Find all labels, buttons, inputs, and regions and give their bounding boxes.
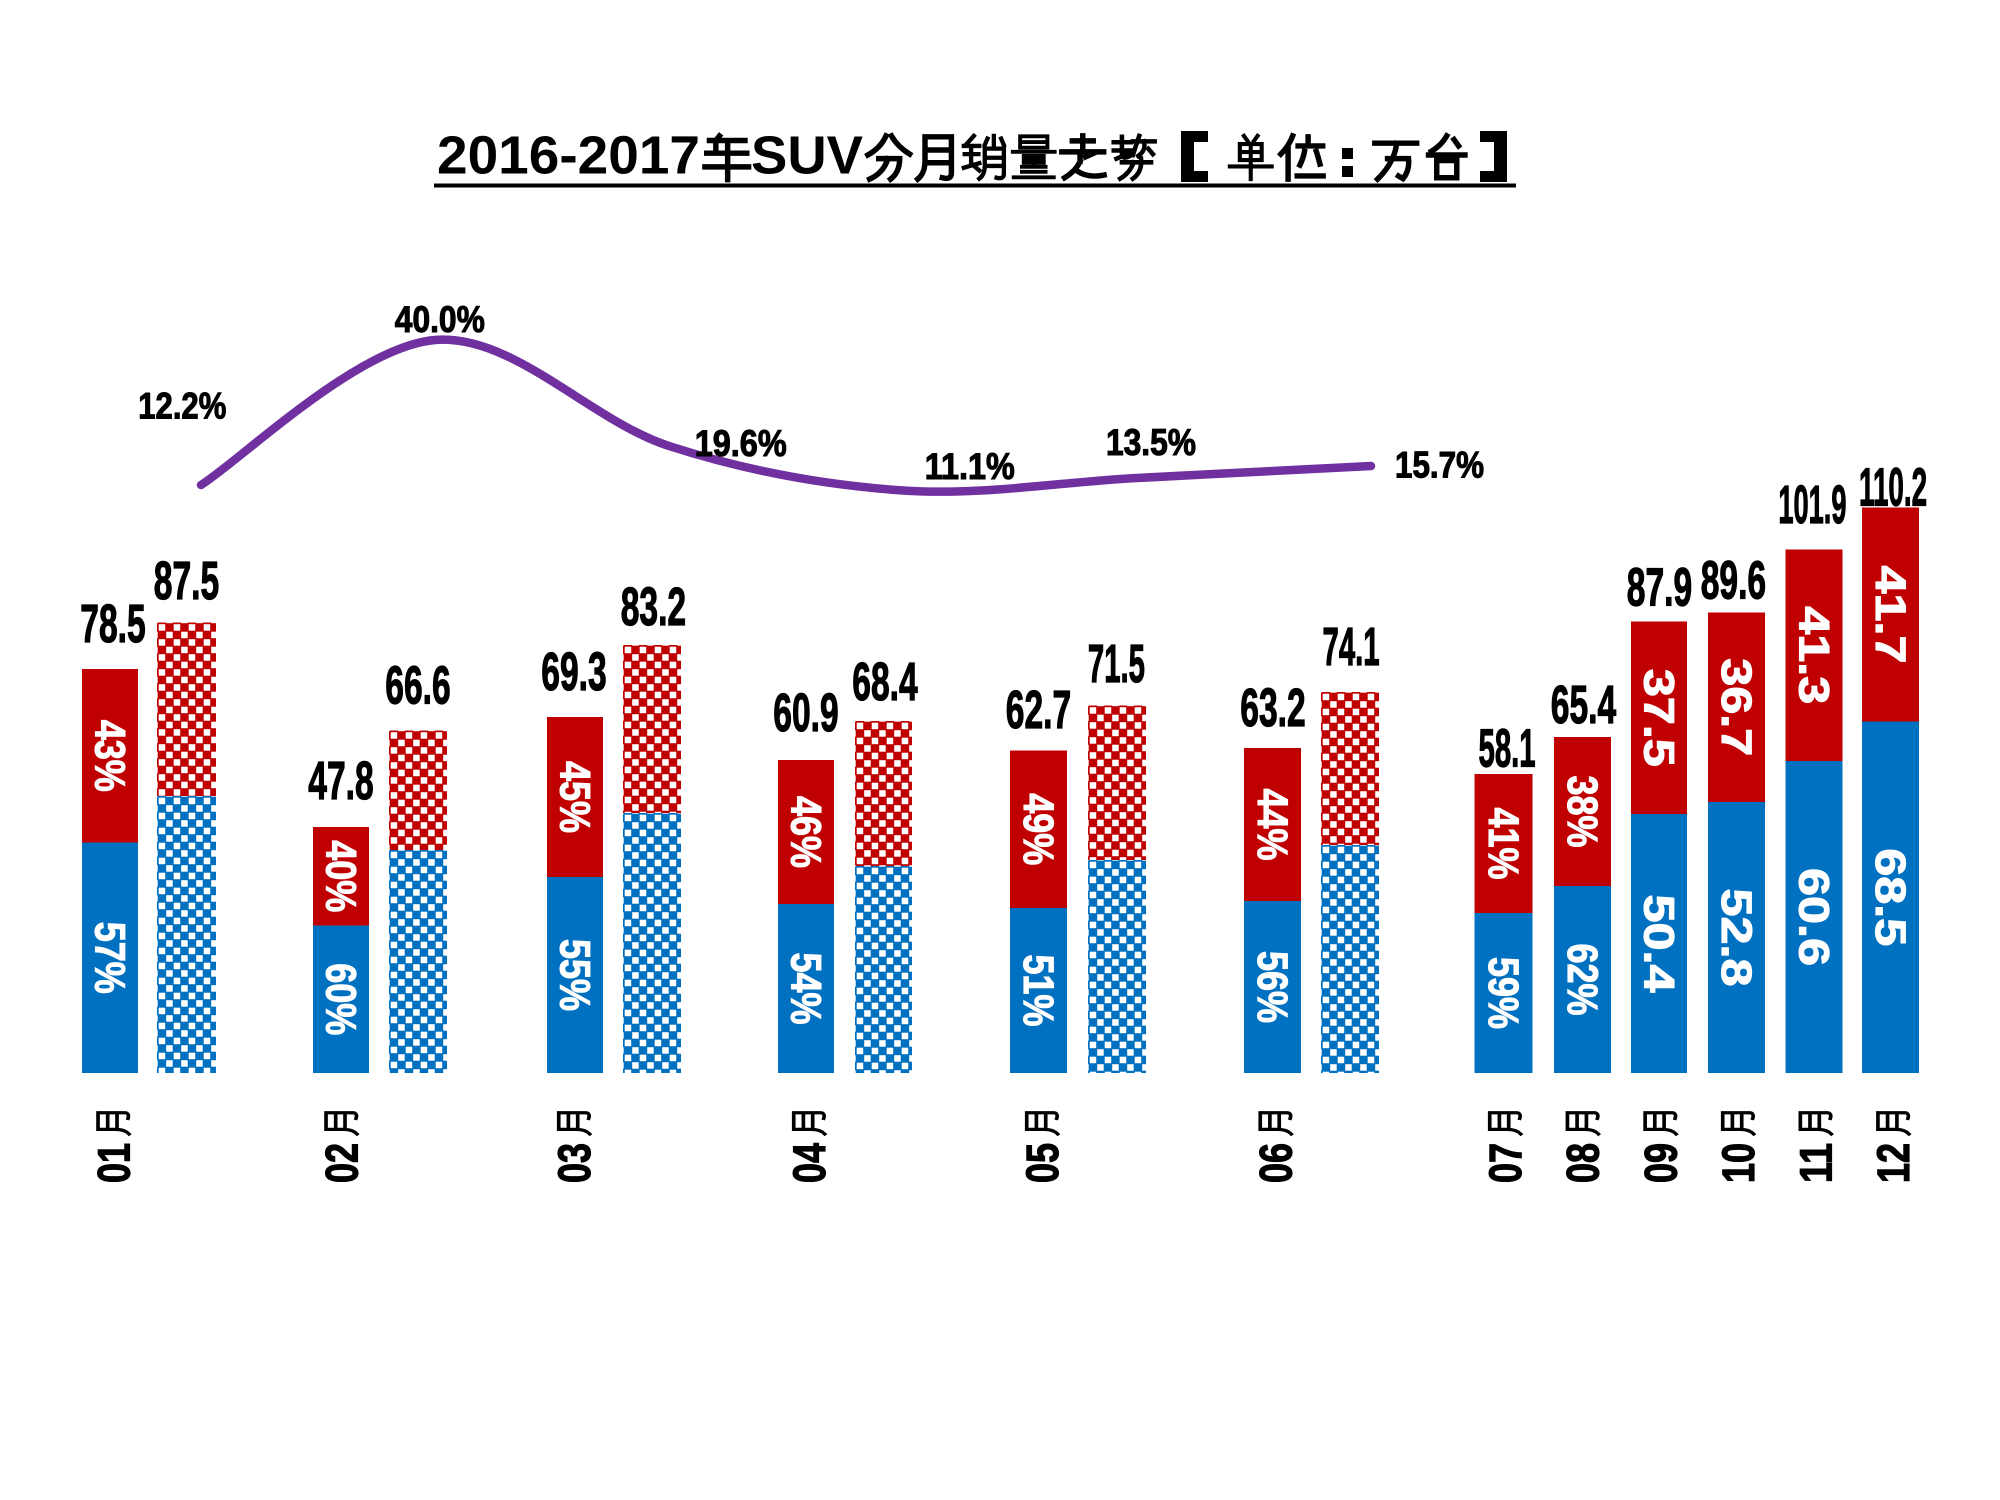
svg-text:51%: 51%	[1014, 955, 1062, 1027]
svg-text:03: 03	[549, 1143, 600, 1183]
svg-text:83.2: 83.2	[621, 578, 686, 637]
svg-text:40.0%: 40.0%	[395, 299, 485, 340]
svg-text:13.5%: 13.5%	[1106, 422, 1196, 463]
svg-text:41.3: 41.3	[1790, 606, 1838, 704]
svg-text:41.7: 41.7	[1866, 566, 1914, 664]
svg-text:06: 06	[1251, 1143, 1302, 1183]
svg-text:62%: 62%	[1558, 944, 1606, 1016]
svg-text:11.1%: 11.1%	[925, 446, 1015, 487]
svg-text:09: 09	[1635, 1143, 1686, 1183]
svg-text:74.1: 74.1	[1323, 618, 1380, 677]
svg-text:54%: 54%	[782, 953, 830, 1025]
svg-text:87.5: 87.5	[154, 552, 219, 611]
svg-text:71.5: 71.5	[1088, 635, 1145, 694]
svg-text:101.9: 101.9	[1778, 476, 1846, 535]
svg-text:55%: 55%	[551, 939, 599, 1011]
svg-text:62.7: 62.7	[1006, 681, 1071, 740]
svg-text:05: 05	[1017, 1143, 1068, 1183]
svg-text:07: 07	[1480, 1143, 1531, 1183]
svg-text:37.5: 37.5	[1635, 669, 1683, 767]
svg-text:110.2: 110.2	[1859, 459, 1927, 518]
svg-text:11: 11	[1791, 1143, 1842, 1183]
svg-text:36.7: 36.7	[1712, 658, 1760, 756]
svg-text:10: 10	[1713, 1143, 1764, 1183]
svg-text:66.6: 66.6	[385, 657, 450, 716]
svg-text:2016-2017: 2016-2017	[437, 127, 700, 186]
svg-text:38%: 38%	[1558, 776, 1606, 848]
svg-text:89.6: 89.6	[1701, 551, 1766, 610]
svg-text:40%: 40%	[317, 840, 365, 912]
svg-text:49%: 49%	[1014, 793, 1062, 865]
svg-text:69.3: 69.3	[541, 643, 606, 702]
svg-text:41%: 41%	[1479, 808, 1527, 880]
svg-text:63.2: 63.2	[1240, 679, 1305, 738]
svg-text:47.8: 47.8	[308, 752, 373, 811]
svg-text:19.6%: 19.6%	[695, 423, 787, 464]
svg-text:43%: 43%	[86, 720, 134, 792]
svg-text:12: 12	[1868, 1143, 1919, 1183]
svg-text:57%: 57%	[86, 922, 134, 994]
svg-text:56%: 56%	[1248, 951, 1296, 1023]
svg-text:60%: 60%	[317, 963, 365, 1035]
svg-text:59%: 59%	[1479, 957, 1527, 1029]
svg-text:02: 02	[316, 1143, 367, 1183]
svg-text:58.1: 58.1	[1479, 719, 1536, 778]
svg-text:52.8: 52.8	[1712, 889, 1760, 987]
svg-text:60.9: 60.9	[773, 684, 838, 743]
svg-text:04: 04	[784, 1143, 835, 1183]
svg-text:44%: 44%	[1248, 789, 1296, 861]
svg-text:87.9: 87.9	[1627, 559, 1692, 618]
svg-text:SUV: SUV	[751, 127, 863, 186]
svg-text:78.5: 78.5	[80, 595, 145, 654]
svg-text:01: 01	[88, 1143, 139, 1183]
svg-text:65.4: 65.4	[1551, 676, 1617, 735]
svg-text:46%: 46%	[782, 796, 830, 868]
svg-text:45%: 45%	[551, 761, 599, 833]
svg-text:60.6: 60.6	[1790, 868, 1838, 966]
svg-text:68.4: 68.4	[852, 653, 918, 712]
svg-text:68.5: 68.5	[1866, 848, 1914, 946]
svg-text:12.2%: 12.2%	[138, 386, 226, 427]
svg-text:08: 08	[1558, 1143, 1609, 1183]
svg-text:50.4: 50.4	[1635, 895, 1683, 993]
svg-text:15.7%: 15.7%	[1395, 445, 1484, 486]
